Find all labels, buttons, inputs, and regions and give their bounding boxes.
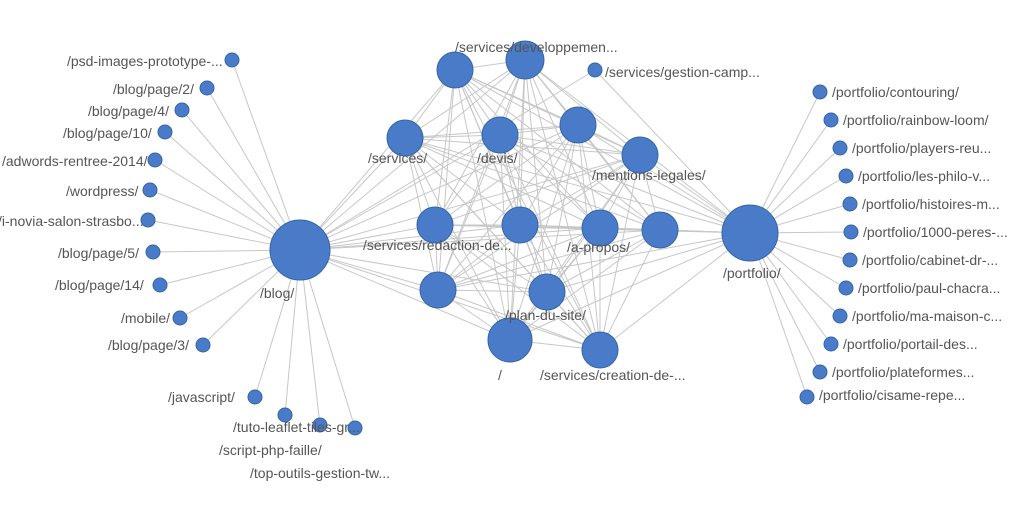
graph-node[interactable]	[158, 125, 172, 139]
graph-node[interactable]	[437, 52, 473, 88]
graph-node[interactable]	[148, 153, 162, 167]
graph-node[interactable]	[529, 274, 565, 310]
node-label: /portfolio/paul-chacra...	[858, 280, 1000, 296]
node-label: /portfolio/rainbow-loom/	[843, 112, 989, 128]
node-label: /tuto-leaflet-tiles-gr...	[233, 419, 360, 435]
graph-node[interactable]	[843, 197, 857, 211]
node-label: /portfolio/les-philo-v...	[858, 168, 990, 184]
node-label: /devis/	[477, 150, 518, 166]
node-label: /plan-du-site/	[505, 307, 586, 323]
node-label: /a-propos/	[567, 239, 630, 255]
graph-node[interactable]	[800, 390, 814, 404]
graph-node[interactable]	[844, 225, 858, 239]
graph-node[interactable]	[225, 53, 239, 67]
graph-node[interactable]	[824, 113, 838, 127]
node-label: /services/redaction-de...	[363, 237, 512, 253]
node-label: /blog/page/2/	[113, 81, 194, 97]
node-label: /services/developpemen...	[455, 39, 618, 55]
node-label: /services/creation-de-...	[540, 367, 686, 383]
node-label: /portfolio/ma-maison-c...	[852, 308, 1002, 324]
graph-node[interactable]	[488, 318, 532, 362]
graph-node[interactable]	[146, 245, 160, 259]
graph-node[interactable]	[833, 309, 847, 323]
node-label: /portfolio/cabinet-dr-...	[862, 252, 998, 268]
node-label: /blog/page/5/	[58, 245, 139, 261]
graph-node[interactable]	[824, 337, 838, 351]
graph-node[interactable]	[722, 205, 778, 261]
graph-node[interactable]	[560, 107, 596, 143]
graph-node[interactable]	[588, 63, 602, 77]
node-label: /blog/page/3/	[108, 337, 189, 353]
node-label: /services/	[368, 150, 427, 166]
node-label: /blog/page/10/	[63, 125, 152, 141]
graph-node[interactable]	[839, 169, 853, 183]
node-label: /adwords-rentree-2014/	[2, 153, 148, 169]
node-label: /blog/	[260, 285, 294, 301]
node-label: /mobile/	[121, 310, 170, 326]
node-label: /portfolio/1000-peres-...	[863, 224, 1008, 240]
node-label: /services/gestion-camp...	[605, 64, 760, 80]
graph-node[interactable]	[642, 212, 678, 248]
graph-node[interactable]	[173, 311, 187, 325]
node-label: /top-outils-gestion-tw...	[250, 465, 390, 481]
graph-node[interactable]	[196, 338, 210, 352]
node-label: /blog/page/4/	[88, 103, 169, 119]
node-label: /script-php-faille/	[219, 442, 322, 458]
node-label: /wordpress/	[66, 183, 138, 199]
node-label: /portfolio/cisame-repe...	[819, 387, 965, 403]
node-label: /portfolio/players-reu...	[852, 140, 991, 156]
graph-node[interactable]	[482, 117, 518, 153]
network-graph: /blog/ /portfolio/ / /services/ /devis/ /serv…	[0, 0, 1024, 520]
graph-node[interactable]	[248, 390, 262, 404]
node-label: /portfolio/plateformes...	[832, 364, 974, 380]
node-label: /mentions-legales/	[592, 167, 706, 183]
node-label: /javascript/	[168, 389, 235, 405]
graph-node[interactable]	[839, 281, 853, 295]
node-label: /portfolio/	[723, 265, 781, 281]
node-label: /psd-images-prototype-...	[67, 53, 223, 69]
graph-node[interactable]	[813, 365, 827, 379]
graph-node[interactable]	[153, 278, 167, 292]
node-label: /portfolio/histoires-m...	[862, 196, 1000, 212]
graph-node[interactable]	[200, 81, 214, 95]
graph-node[interactable]	[833, 141, 847, 155]
graph-node[interactable]	[143, 183, 157, 197]
node-label: /portfolio/contouring/	[832, 84, 959, 100]
node-label: /portfolio/portail-des...	[843, 336, 978, 352]
graph-node[interactable]	[420, 272, 456, 308]
node-label: /	[498, 367, 502, 383]
graph-node[interactable]	[175, 103, 189, 117]
graph-node[interactable]	[270, 220, 330, 280]
node-label: /i-novia-salon-strasbo...	[0, 213, 144, 229]
node-label: /blog/page/14/	[55, 277, 144, 293]
graph-node[interactable]	[582, 332, 618, 368]
graph-node[interactable]	[813, 85, 827, 99]
graph-node[interactable]	[843, 253, 857, 267]
